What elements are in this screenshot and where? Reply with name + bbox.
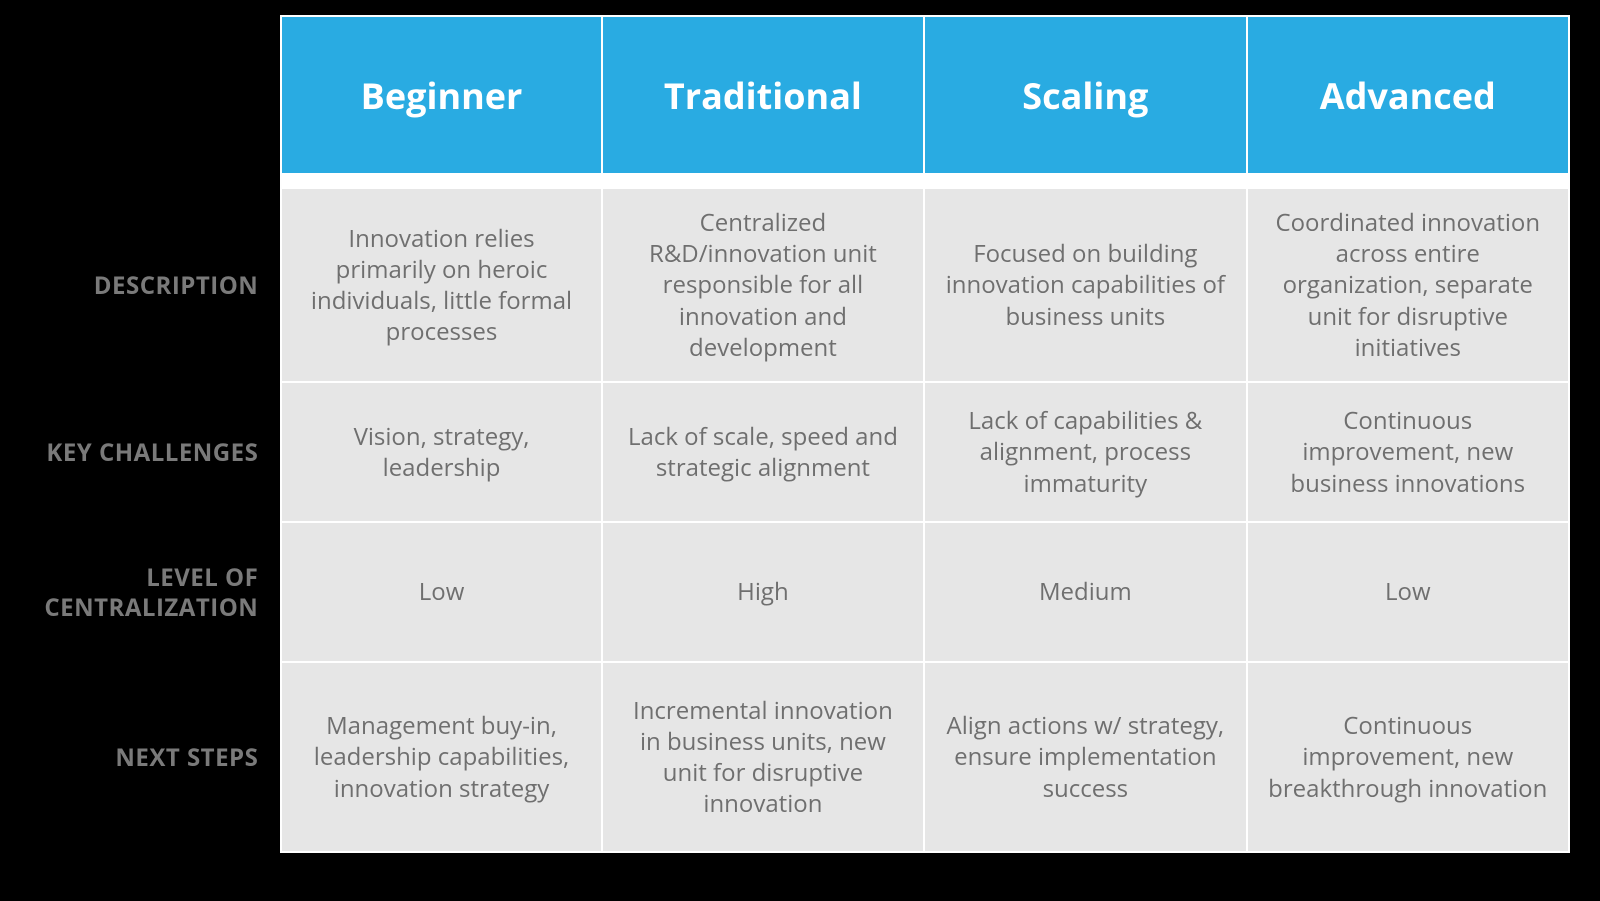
cell-text: Lack of scale, speed and strategic align… [623,421,903,483]
cell-text: Lack of capabilities & alignment, proces… [945,405,1225,499]
row-description: DESCRIPTION Innovation relies primarily … [30,189,1570,383]
cell-text: Low [1385,576,1431,607]
maturity-table-container: Beginner Traditional Scaling Advanced DE… [30,15,1570,853]
cell-challenges-scaling: Lack of capabilities & alignment, proces… [925,383,1247,523]
cell-next-steps-scaling: Align actions w/ strategy, ensure implem… [925,663,1247,853]
cell-description-scaling: Focused on building innovation capabilit… [925,189,1247,383]
column-header-label: Advanced [1320,71,1496,120]
cell-text: Innovation relies primarily on heroic in… [302,223,580,348]
column-header-beginner: Beginner [280,15,602,175]
cell-text: Coordinated innovation across entire org… [1268,207,1548,363]
column-header-label: Scaling [1022,71,1148,120]
cell-description-advanced: Coordinated innovation across entire org… [1248,189,1570,383]
cell-description-beginner: Innovation relies primarily on heroic in… [280,189,602,383]
header-row: Beginner Traditional Scaling Advanced [30,15,1570,175]
column-header-label: Beginner [361,71,523,120]
cell-text: Incremental innovation in business units… [623,695,903,820]
row-label-next-steps: NEXT STEPS [30,663,280,853]
cell-centralization-beginner: Low [280,523,602,663]
cell-centralization-scaling: Medium [925,523,1247,663]
cell-centralization-advanced: Low [1248,523,1570,663]
cell-text: Align actions w/ strategy, ensure implem… [945,710,1225,804]
cell-text: Management buy-in, leadership capabiliti… [302,710,580,804]
row-label-key-challenges: KEY CHALLENGES [30,383,280,523]
cell-centralization-traditional: High [603,523,925,663]
maturity-table: Beginner Traditional Scaling Advanced DE… [30,15,1570,853]
cell-text: High [737,576,789,607]
cell-text: Continuous improvement, new business inn… [1268,405,1548,499]
column-header-label: Traditional [664,71,862,120]
column-header-scaling: Scaling [925,15,1247,175]
cell-text: Medium [1039,576,1132,607]
row-next-steps: NEXT STEPS Management buy-in, leadership… [30,663,1570,853]
row-centralization: LEVEL OF CENTRALIZATION Low High Medium … [30,523,1570,663]
column-header-advanced: Advanced [1248,15,1570,175]
cell-next-steps-traditional: Incremental innovation in business units… [603,663,925,853]
column-header-traditional: Traditional [603,15,925,175]
cell-text: Continuous improvement, new breakthrough… [1268,710,1548,804]
row-label-description: DESCRIPTION [30,189,280,383]
cell-text: Focused on building innovation capabilit… [945,238,1225,332]
cell-challenges-beginner: Vision, strategy, leadership [280,383,602,523]
cell-text: Low [419,576,465,607]
cell-next-steps-beginner: Management buy-in, leadership capabiliti… [280,663,602,853]
cell-text: Vision, strategy, leadership [302,421,580,483]
cell-challenges-advanced: Continuous improvement, new business inn… [1248,383,1570,523]
row-label-centralization: LEVEL OF CENTRALIZATION [30,523,280,663]
cell-next-steps-advanced: Continuous improvement, new breakthrough… [1248,663,1570,853]
header-body-gap [30,175,1570,189]
cell-challenges-traditional: Lack of scale, speed and strategic align… [603,383,925,523]
header-corner-blank [30,15,280,175]
row-key-challenges: KEY CHALLENGES Vision, strategy, leaders… [30,383,1570,523]
cell-text: Centralized R&D/innovation unit responsi… [623,207,903,363]
cell-description-traditional: Centralized R&D/innovation unit responsi… [603,189,925,383]
